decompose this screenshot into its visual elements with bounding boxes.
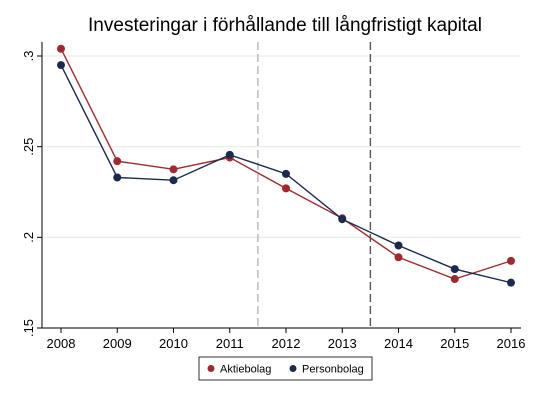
data-point	[507, 278, 515, 287]
legend: Aktiebolag Personbolag	[198, 356, 373, 381]
y-tick-label: .15	[21, 319, 36, 337]
y-tick-label: .3	[21, 51, 36, 62]
data-point	[507, 256, 515, 265]
y-tick-label: .25	[21, 138, 36, 156]
data-point	[282, 169, 290, 178]
x-tick-label: 2013	[328, 336, 357, 351]
reference-lines	[257, 42, 372, 328]
legend-marker	[207, 365, 215, 372]
x-tick-label: 2012	[272, 336, 301, 351]
x-tick-label: 2014	[384, 336, 413, 351]
data-point	[169, 165, 178, 174]
data-point	[394, 241, 403, 250]
data-point	[169, 176, 178, 185]
data-point	[113, 157, 122, 166]
series-line	[60, 48, 512, 280]
legend-label: Personbolag	[302, 364, 364, 376]
data-point	[394, 253, 403, 262]
x-tick-label: 2011	[216, 336, 244, 351]
x-tick-label: 2016	[497, 336, 526, 351]
legend-box	[198, 356, 373, 381]
series	[57, 44, 515, 287]
y-tick-label: .2	[21, 232, 36, 243]
chart-title: Investeringar i förhållande till långfri…	[88, 15, 482, 36]
data-point	[113, 173, 122, 182]
axes: .15 .2 .25 .3 2008 2009 2010 2011 2012 2013 2014 20…	[21, 42, 525, 351]
legend-marker	[289, 365, 297, 372]
legend-label: Aktiebolag	[220, 364, 271, 376]
data-point	[450, 275, 459, 284]
data-point	[338, 215, 347, 224]
data-point	[57, 44, 65, 53]
x-tick-label: 2009	[103, 336, 132, 351]
grid-lines	[42, 55, 521, 329]
x-tick-label: 2015	[440, 336, 469, 351]
x-tick-label: 2008	[47, 336, 76, 351]
data-point	[282, 184, 290, 193]
data-point	[450, 265, 459, 274]
data-point	[225, 150, 234, 159]
data-point	[57, 61, 65, 70]
x-tick-label: 2010	[159, 336, 188, 351]
